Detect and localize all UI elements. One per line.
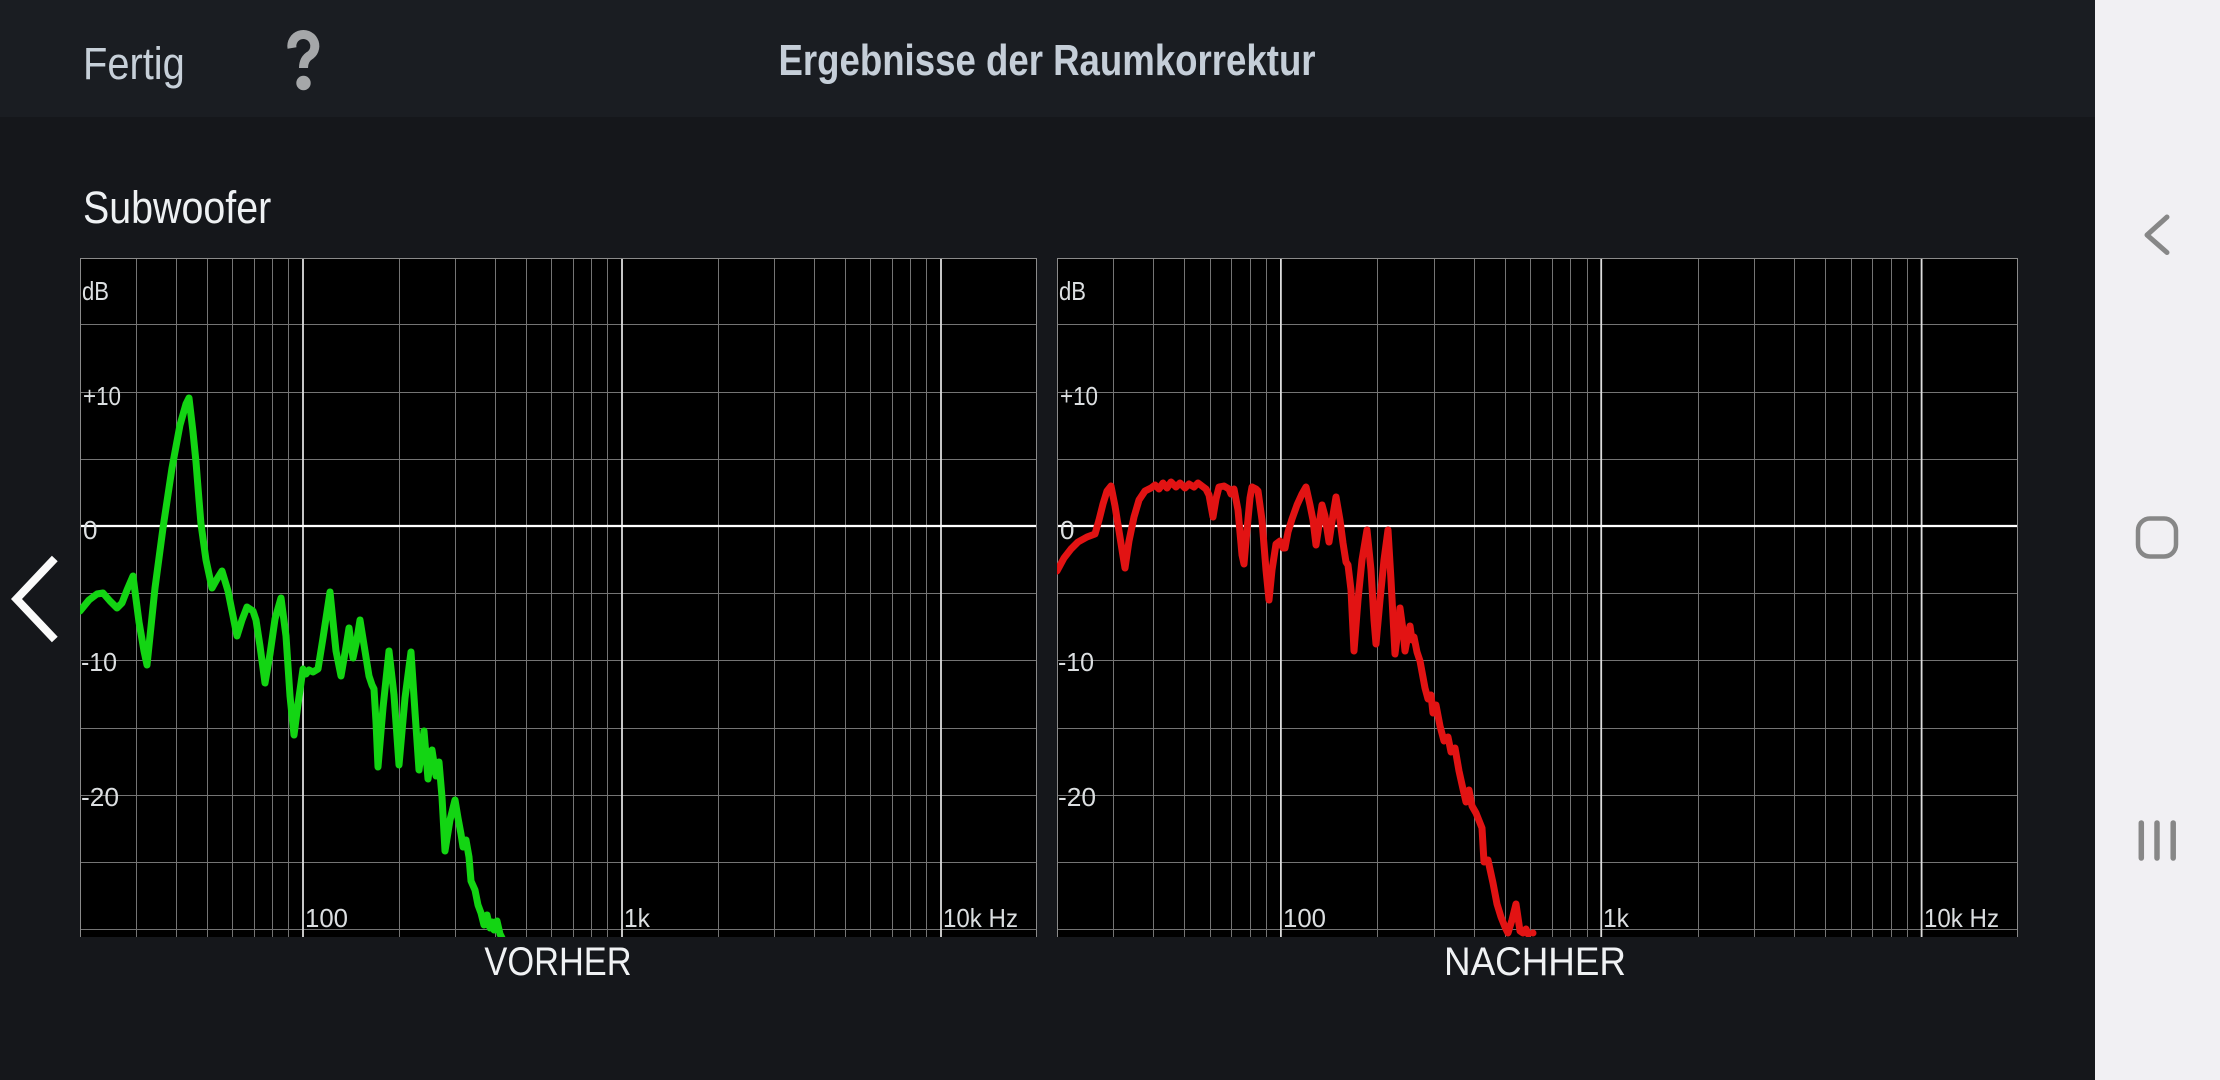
svg-text:10k Hz: 10k Hz	[943, 903, 1018, 933]
svg-text:0: 0	[1060, 515, 1074, 545]
svg-text:1k: 1k	[624, 903, 651, 933]
svg-text:100: 100	[1283, 903, 1326, 933]
svg-text:-20: -20	[1058, 782, 1096, 812]
svg-text:-20: -20	[81, 782, 119, 812]
svg-text:dB: dB	[82, 276, 109, 306]
svg-text:100: 100	[305, 903, 348, 933]
svg-text:+10: +10	[1060, 381, 1098, 411]
svg-text:+10: +10	[83, 381, 121, 411]
svg-text:dB: dB	[1059, 276, 1086, 306]
svg-text:1k: 1k	[1603, 903, 1630, 933]
svg-text:10k Hz: 10k Hz	[1924, 903, 1999, 933]
svg-text:-10: -10	[1058, 647, 1094, 677]
svg-text:-10: -10	[81, 647, 117, 677]
svg-text:0: 0	[83, 515, 97, 545]
